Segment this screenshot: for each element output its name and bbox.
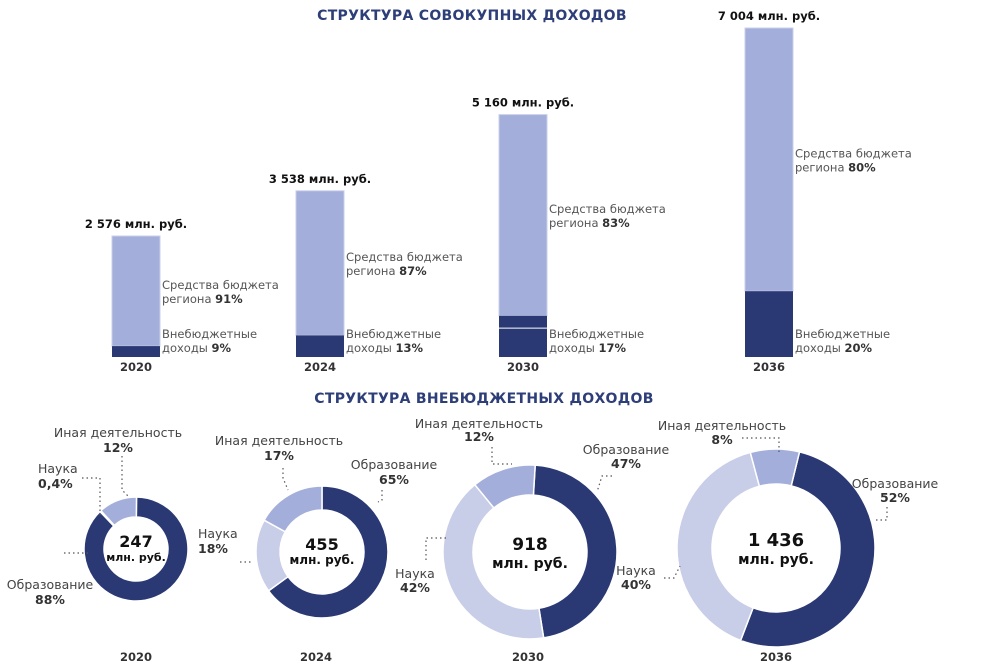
chart-title-extrabudget-income: СТРУКТУРА ВНЕБЮДЖЕТНЫХ ДОХОДОВ — [314, 391, 653, 407]
donut-year-label: 2024 — [300, 650, 332, 664]
leader-line — [121, 456, 129, 497]
bar-year-label: 2036 — [753, 360, 785, 374]
donut-label-education: Образование — [7, 577, 94, 592]
donut-pct-other: 17% — [264, 448, 294, 463]
budget-label-pct: региона 83% — [549, 216, 630, 230]
budget-label-line1: Средства бюджета — [549, 202, 666, 216]
donut-center-value: 247 — [119, 532, 152, 551]
donut-slice-science — [442, 483, 545, 640]
bar-segment-extrabudget — [296, 335, 344, 357]
extrabudget-label-line1: Внебюджетные — [549, 327, 644, 341]
donut-slice-other — [99, 496, 138, 527]
donut-pct-science: 0,4% — [38, 476, 73, 491]
budget-label-pct: региона 80% — [795, 161, 876, 175]
donut-pct-other: 12% — [464, 429, 494, 444]
bar-segment-budget — [295, 190, 345, 336]
donut-label-other: Иная деятельность — [415, 416, 543, 431]
donut-pct-science: 18% — [198, 541, 228, 556]
leader-line — [282, 468, 289, 491]
donut-label-education: Образование — [852, 476, 939, 491]
bar-segment-budget — [498, 114, 548, 317]
bar-total-label: 5 160 млн. руб. — [472, 96, 574, 110]
donut-label-education: Образование — [351, 457, 438, 472]
bar-total-label: 7 004 млн. руб. — [718, 9, 820, 23]
leader-line — [491, 447, 512, 465]
donut-center-unit: млн. руб. — [290, 553, 355, 567]
bar-segment-extrabudget — [499, 315, 547, 357]
donut-label-education: Образование — [583, 442, 670, 457]
donut-slice-education — [532, 464, 618, 639]
donut-label-science: Наука — [395, 566, 435, 581]
donut-pct-science: 42% — [400, 580, 430, 595]
donut-pct-education: 88% — [35, 592, 65, 607]
donut-pct-education: 47% — [611, 456, 641, 471]
donut-label-science: Наука — [38, 461, 78, 476]
donut-center-unit: млн. руб. — [492, 556, 568, 572]
bar-segment-extrabudget — [745, 291, 793, 357]
donut-label-science: Наука — [198, 526, 238, 541]
bar-segment-extrabudget — [112, 346, 160, 357]
leader-line — [664, 565, 681, 579]
budget-label-line1: Средства бюджета — [162, 278, 279, 292]
leader-line — [874, 507, 888, 521]
budget-label-pct: региона 91% — [162, 292, 243, 306]
extrabudget-label-line1: Внебюджетные — [346, 327, 441, 341]
leader-line — [596, 475, 612, 493]
donut-slice-other — [473, 464, 537, 509]
donut-label-other: Иная деятельность — [215, 433, 343, 448]
donut-slice-education — [739, 450, 876, 648]
chart-title-total-income: СТРУКТУРА СОВОКУПНЫХ ДОХОДОВ — [317, 8, 627, 24]
extrabudget-label-pct: доходы 13% — [346, 341, 424, 355]
bar-year-label: 2024 — [304, 360, 336, 374]
extrabudget-label-line1: Внебюджетные — [162, 327, 257, 341]
donut-center-unit: млн. руб. — [106, 551, 166, 564]
donut-pct-science: 40% — [621, 577, 651, 592]
donut-pct-other: 8% — [711, 432, 733, 447]
extrabudget-label-pct: доходы 20% — [795, 341, 873, 355]
budget-label-line1: Средства бюджета — [346, 250, 463, 264]
bar-year-label: 2020 — [120, 360, 152, 374]
donut-slice-other — [749, 448, 801, 488]
donut-year-label: 2036 — [760, 650, 792, 664]
budget-label-pct: региона 87% — [346, 264, 427, 278]
donut-label-other: Иная деятельность — [54, 425, 182, 440]
bar-total-label: 3 538 млн. руб. — [269, 172, 371, 186]
donut-pct-education: 65% — [379, 472, 409, 487]
bar-segment-budget — [111, 235, 161, 347]
leader-line — [377, 490, 383, 503]
donut-center-value: 1 436 — [748, 530, 804, 551]
bar-year-label: 2030 — [507, 360, 539, 374]
bar-segment-budget — [744, 27, 794, 292]
donut-year-label: 2020 — [120, 650, 152, 664]
donut-center-unit: млн. руб. — [738, 552, 814, 568]
budget-label-line1: Средства бюджета — [795, 147, 912, 161]
extrabudget-label-pct: доходы 9% — [162, 341, 232, 355]
donut-center-value: 918 — [512, 535, 548, 555]
donut-pct-other: 12% — [103, 440, 133, 455]
donut-slice-other — [263, 485, 323, 533]
donut-label-other: Иная деятельность — [658, 418, 786, 433]
leader-line — [82, 477, 101, 516]
donut-center-value: 455 — [305, 535, 338, 554]
donut-year-label: 2030 — [512, 650, 544, 664]
extrabudget-label-pct: доходы 17% — [549, 341, 627, 355]
donut-slice-education — [267, 485, 389, 619]
donut-pct-education: 52% — [880, 490, 910, 505]
donut-label-science: Наука — [616, 563, 656, 578]
donut-slice-science — [676, 451, 761, 642]
bar-total-label: 2 576 млн. руб. — [85, 217, 187, 231]
leader-line — [742, 437, 780, 452]
extrabudget-label-line1: Внебюджетные — [795, 327, 890, 341]
